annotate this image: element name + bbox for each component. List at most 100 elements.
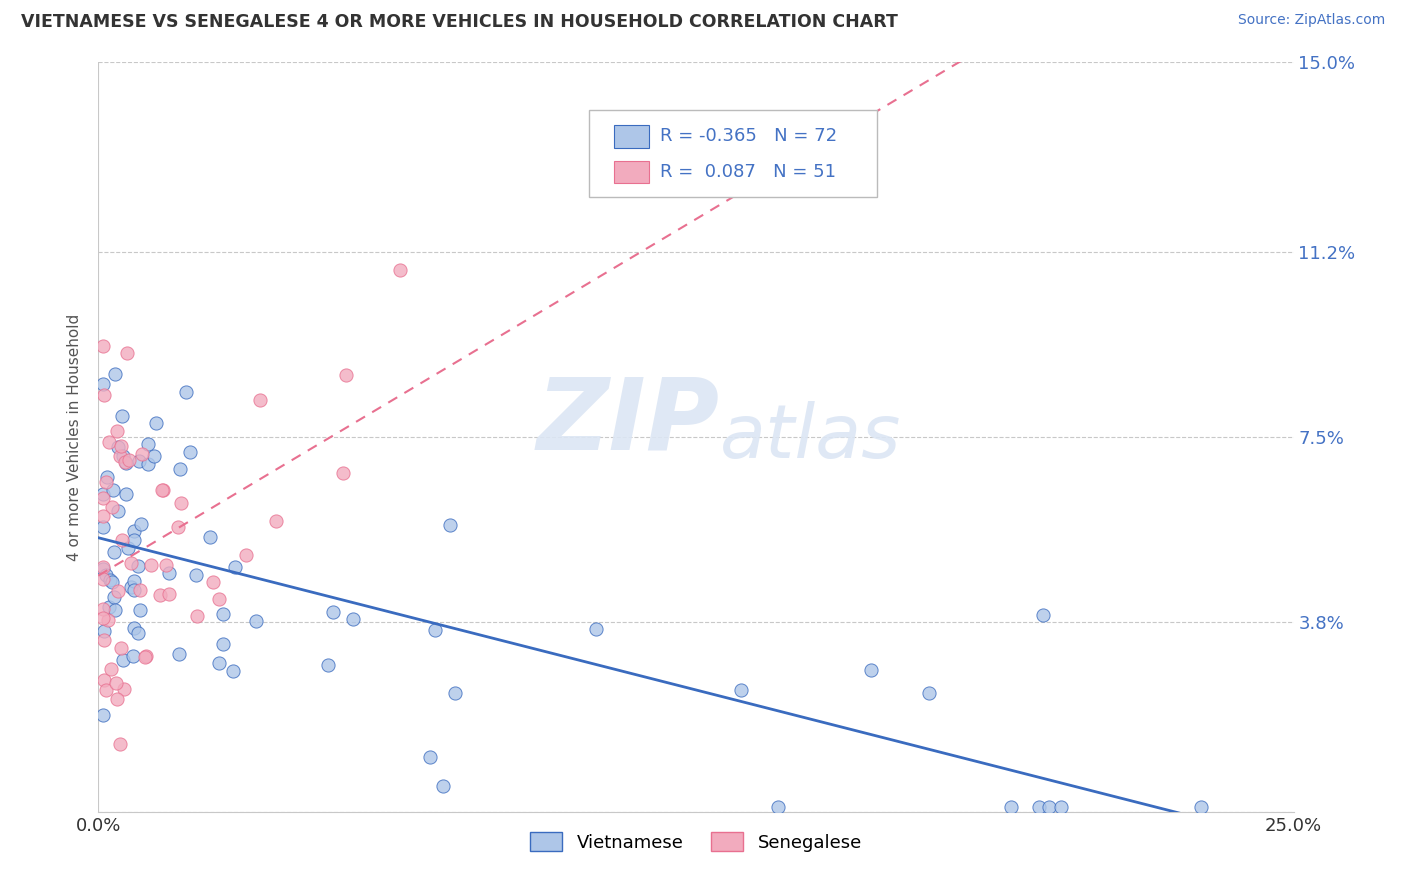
Point (124, 582, 146, 597)
Point (169, 462, 191, 476)
Point (174, 384, 197, 399)
Point (118, 452, 141, 467)
Point (179, 445, 201, 459)
Point (212, 637, 235, 651)
Y-axis label: 4 or more Vehicles in Household: 4 or more Vehicles in Household (67, 313, 83, 561)
Point (97, 613, 120, 627)
Point (169, 496, 191, 510)
Point (115, 456, 138, 470)
Point (91, 572, 114, 586)
Point (112, 653, 135, 667)
Point (122, 621, 145, 635)
Point (1038, 799, 1060, 814)
Point (121, 649, 143, 664)
Point (122, 533, 145, 547)
Point (96, 567, 118, 582)
Point (107, 424, 129, 438)
Point (94, 682, 117, 697)
Point (93, 624, 115, 639)
Point (105, 691, 128, 706)
Point (111, 449, 134, 463)
Point (98, 434, 121, 449)
Point (131, 447, 153, 461)
Point (96, 475, 118, 489)
Point (730, 682, 752, 697)
Point (423, 623, 446, 637)
Point (152, 483, 174, 497)
Point (127, 626, 149, 640)
Point (134, 649, 156, 664)
Point (120, 580, 142, 594)
Point (103, 545, 125, 559)
Point (91, 707, 114, 722)
Point (332, 466, 354, 480)
Point (152, 483, 174, 497)
Point (127, 558, 149, 573)
Point (93, 633, 115, 648)
Point (335, 368, 357, 383)
Point (135, 648, 157, 663)
Point (143, 449, 166, 463)
Point (145, 416, 167, 430)
Text: Source: ZipAtlas.com: Source: ZipAtlas.com (1237, 13, 1385, 28)
Point (439, 518, 461, 533)
Point (122, 574, 145, 589)
Point (200, 530, 222, 544)
Point (266, 514, 288, 528)
Point (96, 470, 118, 484)
Point (91, 601, 114, 615)
Point (169, 647, 191, 661)
Point (224, 560, 246, 574)
Point (97, 600, 120, 615)
Text: ZIP: ZIP (537, 374, 720, 471)
Point (107, 583, 129, 598)
Point (91, 487, 114, 501)
Point (110, 640, 132, 655)
Point (100, 662, 122, 676)
Point (136, 458, 159, 472)
Point (389, 263, 412, 277)
Point (104, 368, 127, 382)
Point (117, 541, 139, 555)
Point (110, 439, 132, 453)
Point (100, 575, 122, 590)
Point (115, 346, 138, 360)
Point (155, 558, 177, 572)
Point (585, 622, 607, 636)
Point (91, 520, 114, 534)
Text: R =  0.087   N = 51: R = 0.087 N = 51 (661, 163, 837, 181)
Point (107, 440, 129, 454)
Point (101, 500, 124, 515)
Point (103, 591, 125, 605)
Point (104, 602, 127, 616)
Point (128, 603, 150, 617)
Point (91, 377, 114, 392)
Point (342, 613, 364, 627)
Text: atlas: atlas (720, 401, 901, 473)
Point (221, 664, 243, 678)
Point (1028, 799, 1050, 814)
Text: R = -0.365   N = 72: R = -0.365 N = 72 (661, 128, 838, 145)
Point (91, 338, 114, 352)
Point (110, 737, 132, 751)
Point (131, 517, 153, 532)
Point (918, 686, 941, 700)
Point (111, 533, 134, 547)
Point (1000, 799, 1022, 814)
Point (157, 566, 180, 581)
Point (208, 592, 231, 607)
Point (120, 557, 142, 571)
Point (139, 558, 162, 572)
Point (860, 663, 883, 677)
Point (91, 562, 114, 576)
Point (207, 656, 229, 670)
Point (186, 608, 208, 623)
Point (108, 449, 131, 463)
Point (98, 573, 121, 587)
Point (1032, 607, 1054, 622)
Point (91, 611, 114, 625)
Point (93, 673, 115, 687)
Point (114, 455, 136, 469)
Point (111, 409, 134, 424)
Point (128, 454, 150, 468)
